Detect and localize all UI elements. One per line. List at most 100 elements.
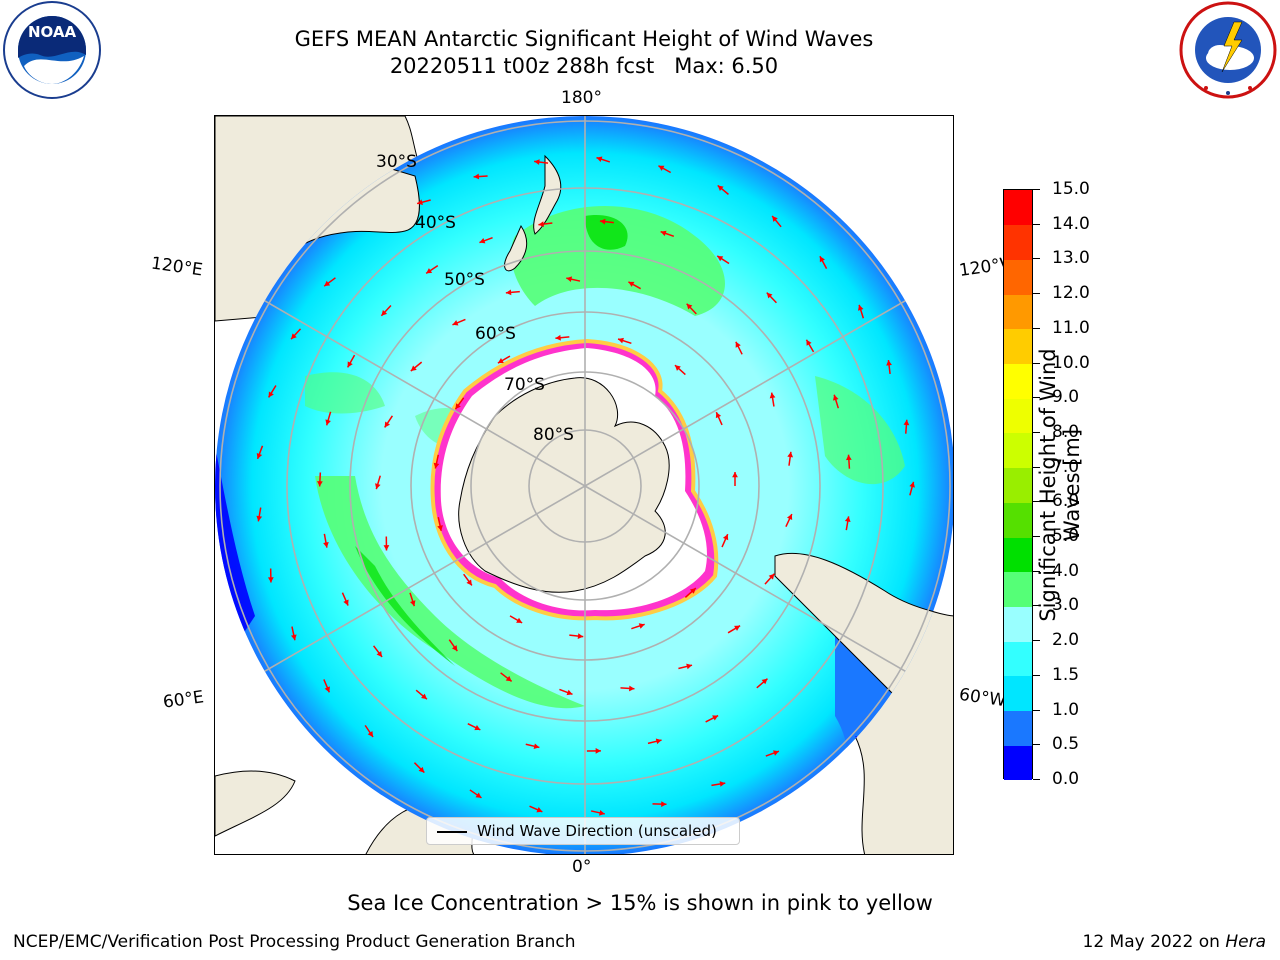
colorbar-segment [1004, 328, 1032, 365]
lat-label-40s: 40°S [415, 213, 456, 233]
credit-line: NCEP/EMC/Verification Post Processing Pr… [13, 932, 576, 952]
wave-arrow-head [375, 483, 381, 490]
date-text: 12 May 2022 on [1082, 932, 1220, 952]
colorbar-segment [1004, 606, 1032, 642]
chart-title: GEFS MEAN Antarctic Significant Height o… [294, 27, 874, 51]
colorbar-tick-label: 13.0 [1052, 248, 1090, 269]
colorbar-tick-mark [1033, 674, 1040, 676]
wave-arrow-head [497, 357, 504, 364]
wave-arrow-head [772, 215, 778, 222]
wave-arrow-head [410, 365, 417, 372]
colorbar-tick-mark [1033, 293, 1040, 295]
wave-arrow-head [555, 334, 561, 341]
colorbar-tick-label: 5.0 [1052, 526, 1080, 547]
wave-arrow-head [466, 579, 472, 586]
noaa-logo-text: NOAA [28, 23, 77, 41]
wave-arrow-head [768, 573, 775, 580]
wave-arrow-head [886, 360, 892, 366]
colorbar-tick-mark [1033, 779, 1040, 780]
colorbar-tick-label: 1.0 [1052, 699, 1080, 720]
wave-arrow-head [376, 651, 383, 657]
lat-label-70s: 70°S [504, 375, 545, 395]
colorbar-segment [1004, 294, 1032, 330]
wave-arrow-head [628, 281, 635, 287]
colorbar-tick-label: 11.0 [1052, 317, 1090, 338]
wave-arrow-head [533, 743, 540, 750]
lon-label-60w: 60°W [957, 684, 1008, 712]
wave-arrow-head [618, 337, 624, 344]
wave-arrow-head [786, 514, 793, 521]
wave-arrow-head [566, 689, 573, 696]
colorbar-tick-label: 10.0 [1052, 352, 1090, 373]
wave-arrow-head [732, 472, 738, 478]
wave-arrow-head [655, 738, 662, 745]
wave-arrow-head [381, 309, 388, 316]
wave-arrow-head [686, 303, 693, 310]
machine-name: Hera [1225, 932, 1266, 952]
legend-line-icon [437, 831, 467, 833]
wave-arrow-head [538, 221, 545, 227]
colorbar-tick-label: 1.5 [1052, 664, 1080, 685]
wave-arrow-head [722, 534, 729, 541]
colorbar-tick-mark [1033, 189, 1040, 190]
wave-arrow-head [734, 625, 741, 631]
wave-arrow-head [324, 280, 331, 287]
chart-subtitle: 20220511 t00z 288h fcst Max: 6.50 [389, 54, 779, 78]
colorbar-segment [1004, 710, 1032, 746]
wave-arrow-head [787, 451, 794, 458]
wave-arrow-head [451, 645, 458, 652]
wave-arrow-head [437, 525, 443, 531]
colorbar-tick-mark [1033, 362, 1040, 364]
colorbar-tick-label: 2.0 [1052, 630, 1080, 651]
colorbar-tick-label: 0.5 [1052, 734, 1080, 755]
wave-arrow-head [638, 623, 645, 629]
wave-arrow-head [505, 289, 512, 296]
wave-arrow-head [433, 462, 440, 469]
colorbar-tick-label: 4.0 [1052, 560, 1080, 581]
wave-arrow-head [599, 810, 605, 816]
wave-arrow-head [473, 173, 480, 180]
wave-arrow-head [832, 394, 839, 401]
colorbar-segment [1004, 502, 1032, 538]
colorbar-tick-mark [1033, 431, 1040, 433]
wave-arrow-head [566, 276, 573, 283]
colorbar-segment [1004, 190, 1032, 226]
colorbar-tick-label: 3.0 [1052, 595, 1080, 616]
wave-arrow-head [291, 333, 297, 340]
nws-logo [1176, 0, 1280, 100]
wave-arrow-head [256, 452, 263, 459]
wave-arrow-head [290, 634, 297, 641]
wave-arrow-head [317, 481, 323, 487]
wave-arrow-head [773, 750, 779, 756]
wave-arrow-head [660, 230, 667, 237]
wave-arrow-head [715, 412, 722, 419]
wave-arrow-head [323, 541, 329, 548]
map-legend: Wind Wave Direction (unscaled) [426, 817, 740, 845]
colorbar-tick-mark [1033, 258, 1040, 260]
lon-label-0: 0° [572, 857, 592, 877]
wind-wave-arrows [256, 156, 915, 816]
wave-arrow-head [267, 577, 274, 583]
map-panel [214, 115, 954, 855]
wave-arrow-head [421, 693, 427, 700]
wave-arrow-head [256, 515, 263, 522]
wave-arrow-head [769, 392, 776, 399]
colorbar-tick-mark [1033, 536, 1040, 538]
colorbar-tick-mark [1033, 570, 1040, 572]
wave-arrow-head [658, 165, 665, 171]
wave-arrow-head [735, 341, 741, 348]
wave-arrow-head [717, 185, 724, 192]
colorbar-segment [1004, 398, 1032, 434]
wave-arrow-head [629, 685, 635, 692]
colorbar-segment [1004, 259, 1032, 295]
wave-arrow-head [347, 361, 353, 368]
colorbar-tick-label: 9.0 [1052, 387, 1080, 408]
colorbar-tick-label: 8.0 [1052, 421, 1080, 442]
wave-arrow-head [719, 781, 726, 787]
colorbar-segment [1004, 363, 1032, 399]
colorbar-segment [1004, 224, 1032, 260]
wave-arrow-head [674, 365, 681, 371]
wave-arrow-head [474, 724, 481, 731]
wave-arrow-head [819, 256, 825, 263]
colorbar-tick-mark [1033, 466, 1040, 468]
